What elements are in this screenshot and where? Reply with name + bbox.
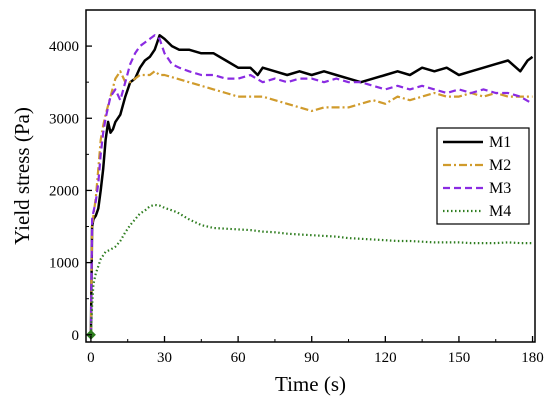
x-tick-label-120: 120 xyxy=(374,350,397,366)
x-tick-label-150: 150 xyxy=(448,350,471,366)
x-tick-label-90: 90 xyxy=(304,350,319,366)
x-tick-label-60: 60 xyxy=(231,350,246,366)
legend-label-M4: M4 xyxy=(489,203,511,220)
legend-box xyxy=(436,127,530,225)
series-line-M3 xyxy=(89,34,534,335)
legend-label-M3: M3 xyxy=(489,180,511,197)
plot-frame xyxy=(85,9,536,343)
legend: M1 M2 M3 M4 xyxy=(436,127,530,225)
legend-label-M1: M1 xyxy=(489,134,511,151)
x-tick-label-30: 30 xyxy=(157,350,172,366)
x-tick-label-0: 0 xyxy=(87,350,95,366)
y-axis-title: Yield stress (Pa) xyxy=(10,107,34,245)
x-axis-title: Time (s) xyxy=(275,372,346,396)
y-tick-label-4000: 4000 xyxy=(49,39,79,55)
y-tick-label-0: 0 xyxy=(72,328,80,344)
y-tick-label-2000: 2000 xyxy=(49,183,79,199)
y-tick-label-3000: 3000 xyxy=(49,111,79,127)
y-tick-label-1000: 1000 xyxy=(49,256,79,272)
axes: Time (s) Yield stress (Pa) 0 30 60 90 120 150… xyxy=(10,9,544,396)
x-tick-label-180: 180 xyxy=(521,350,544,366)
legend-label-M2: M2 xyxy=(489,157,511,174)
series-line-M1 xyxy=(89,34,534,335)
